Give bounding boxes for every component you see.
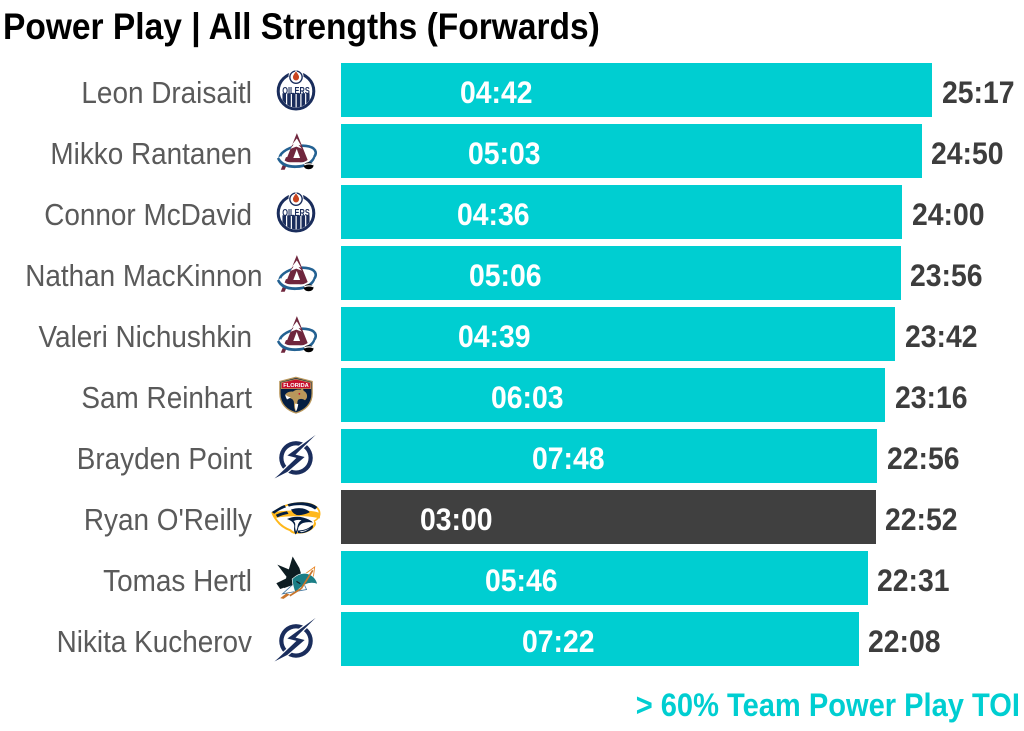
svg-text:OILERS: OILERS: [282, 86, 310, 97]
svg-text:FLORIDA: FLORIDA: [283, 383, 309, 389]
svg-text:OILERS: OILERS: [282, 208, 310, 219]
